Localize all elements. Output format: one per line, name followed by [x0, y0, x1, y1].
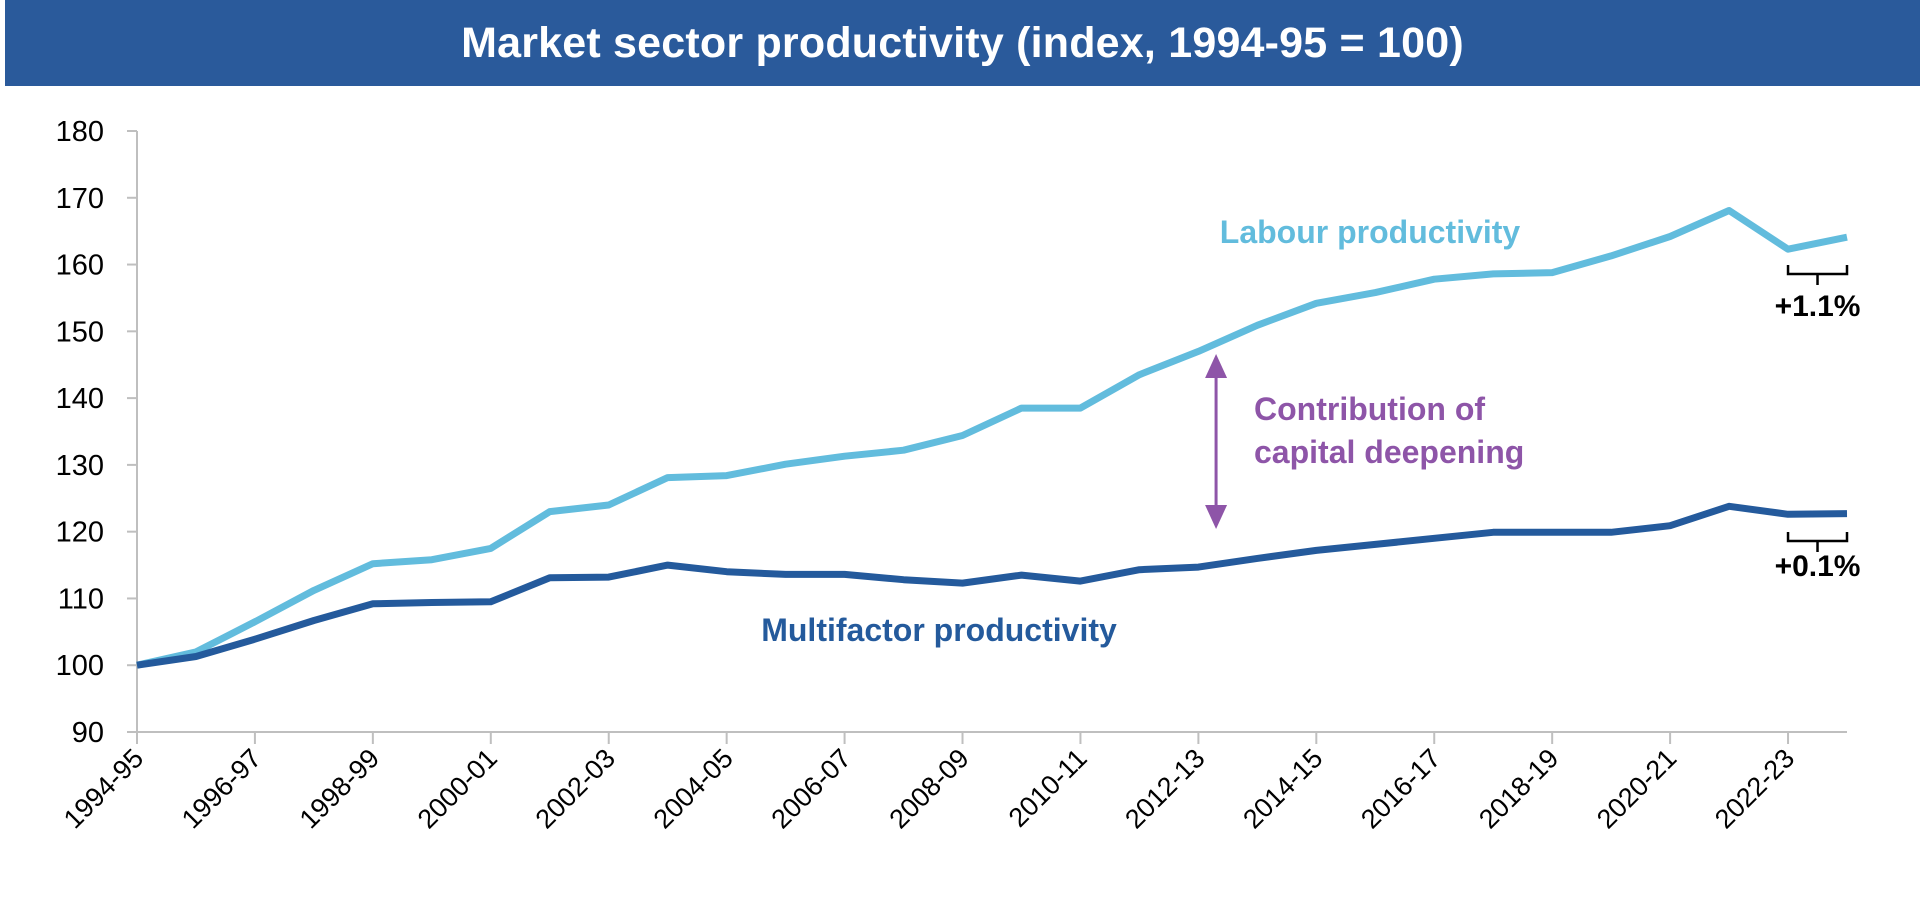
y-tick-label: 130	[56, 450, 104, 482]
labour-productivity-change-label: +1.1%	[1775, 290, 1861, 323]
x-tick-label: 2012-13	[1119, 743, 1210, 834]
x-tick-label: 2016-17	[1355, 743, 1446, 834]
x-tick-label: 2000-01	[412, 743, 503, 834]
x-tick-label: 2020-21	[1591, 743, 1682, 834]
y-tick-label: 180	[56, 116, 104, 148]
capital-deepening-arrow-head-down	[1205, 504, 1228, 529]
capital-deepening-arrow-head-up	[1205, 354, 1228, 379]
multifactor-productivity-line	[136, 502, 1848, 669]
capital-deepening-label-line-2: capital deepening	[1254, 434, 1524, 470]
labour-productivity-label: Labour productivity	[1220, 214, 1521, 250]
y-tick-label: 110	[58, 583, 104, 615]
x-tick-label: 1998-99	[294, 743, 385, 834]
x-tick-label: 1994-95	[58, 743, 149, 834]
y-tick-label: 100	[56, 650, 104, 682]
y-tick-label: 140	[56, 383, 104, 415]
x-tick-label: 2006-07	[766, 743, 857, 834]
y-tick-label: 170	[56, 183, 104, 215]
x-tick-label: 2018-19	[1473, 743, 1564, 834]
x-tick-label: 1996-97	[176, 743, 267, 834]
y-tick-label: 160	[56, 250, 104, 282]
y-axis: 90 100 110 120 130 140 150 160 170 180	[56, 116, 138, 749]
y-tick-label: 150	[56, 316, 104, 348]
x-axis: 1994-95 1996-97 1998-99 2000-01 2002-03 2004-…	[58, 731, 1847, 834]
x-tick-label: 2014-15	[1237, 743, 1328, 834]
x-tick-label: 2010-11	[1003, 743, 1093, 833]
x-tick-label: 2002-03	[530, 743, 621, 834]
multifactor-productivity-change-bracket	[1786, 532, 1849, 552]
x-tick-label: 2004-05	[648, 743, 739, 834]
capital-deepening-label-line-1: Contribution of	[1254, 391, 1485, 427]
chart-title-bar: Market sector productivity (index, 1994-…	[5, 0, 1920, 86]
y-tick-label: 90	[72, 717, 104, 749]
series-lines	[136, 207, 1848, 669]
multifactor-productivity-change-label: +0.1%	[1775, 550, 1861, 583]
labour-productivity-change-bracket	[1786, 265, 1849, 285]
x-tick-label: 2008-09	[883, 743, 974, 834]
y-tick-label: 120	[56, 517, 104, 549]
chart-title: Market sector productivity (index, 1994-…	[461, 18, 1464, 67]
annotations: Labour productivity Multifactor productiv…	[761, 214, 1860, 648]
labour-productivity-line	[136, 207, 1848, 669]
x-tick-label: 2022-23	[1709, 743, 1800, 834]
multifactor-productivity-label: Multifactor productivity	[761, 612, 1117, 648]
